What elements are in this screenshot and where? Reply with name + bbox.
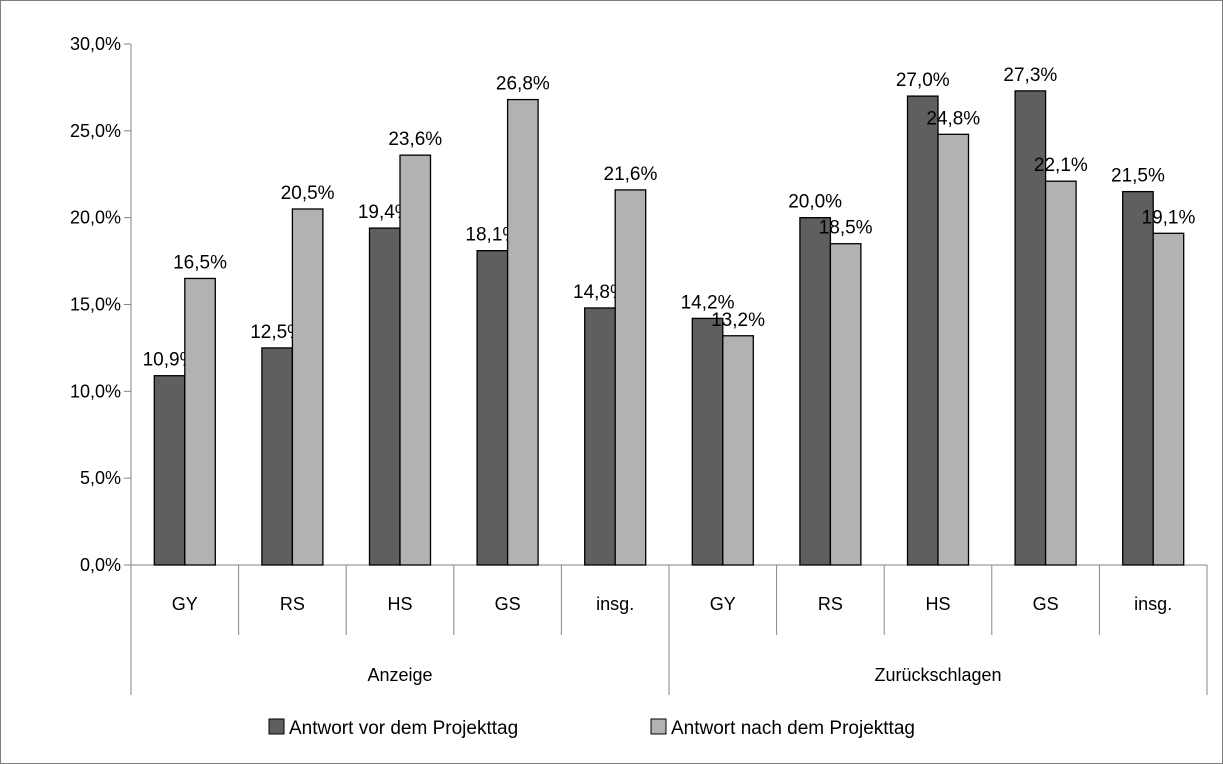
group-label: Zurückschlagen	[874, 665, 1001, 685]
bar-after	[184, 277, 216, 566]
bar-before	[584, 307, 616, 566]
category-label: insg.	[1134, 594, 1172, 614]
y-tick-label: 0,0%	[80, 555, 121, 575]
category-label: HS	[387, 594, 412, 614]
data-label: 16,5%	[173, 252, 227, 273]
bar-after	[1044, 180, 1077, 566]
category-label: GS	[1033, 594, 1059, 614]
bar-before	[1122, 190, 1154, 566]
legend-label: Antwort nach dem Projekttag	[671, 718, 915, 739]
data-label: 18,5%	[819, 218, 873, 239]
y-tick-label: 30,0%	[70, 34, 121, 54]
data-label: 20,5%	[281, 183, 335, 204]
data-label: 12,5%	[250, 322, 304, 343]
category-label: RS	[280, 594, 305, 614]
bar-after	[1152, 232, 1185, 566]
y-tick-label: 15,0%	[70, 295, 121, 315]
bar-after	[506, 98, 539, 566]
bar-after	[614, 189, 647, 566]
category-label: GS	[495, 594, 521, 614]
legend-swatch	[650, 718, 667, 735]
bar-before	[368, 227, 401, 566]
bar-after	[829, 243, 862, 566]
bar-after	[291, 208, 324, 566]
data-label: 14,8%	[573, 282, 627, 303]
data-label: 27,3%	[1003, 65, 1057, 86]
bar-before	[691, 317, 724, 566]
category-label: insg.	[596, 594, 634, 614]
bar-after	[722, 335, 754, 566]
bar-before	[476, 250, 509, 566]
data-label: 19,1%	[1142, 207, 1196, 228]
data-label: 26,8%	[496, 74, 550, 95]
legend-swatch	[268, 718, 285, 735]
group-label: Anzeige	[367, 665, 432, 685]
y-tick-label: 25,0%	[70, 121, 121, 141]
category-label: HS	[925, 594, 950, 614]
data-label: 23,6%	[388, 129, 442, 150]
category-label: RS	[818, 594, 843, 614]
bar-before	[906, 95, 939, 566]
data-label: 19,4%	[358, 202, 412, 223]
category-label: GY	[172, 594, 198, 614]
data-label: 20,0%	[788, 192, 842, 213]
y-tick-label: 20,0%	[70, 208, 121, 228]
bar-after	[937, 133, 970, 566]
bar-before	[261, 347, 294, 566]
data-label: 18,1%	[465, 225, 519, 246]
legend-label: Antwort vor dem Projekttag	[289, 718, 518, 739]
data-label: 21,5%	[1111, 166, 1165, 187]
y-tick-label: 5,0%	[80, 468, 121, 488]
data-label: 24,8%	[926, 108, 980, 129]
bar-after	[399, 154, 432, 566]
bar-before	[799, 217, 832, 566]
data-label: 14,2%	[681, 292, 735, 313]
data-label: 13,2%	[711, 310, 765, 331]
bar-before	[153, 375, 186, 566]
y-tick-label: 10,0%	[70, 381, 121, 401]
data-label: 21,6%	[604, 164, 658, 185]
data-label: 27,0%	[896, 70, 950, 91]
data-label: 10,9%	[143, 350, 197, 371]
category-label: GY	[710, 594, 736, 614]
data-label: 22,1%	[1034, 155, 1088, 176]
